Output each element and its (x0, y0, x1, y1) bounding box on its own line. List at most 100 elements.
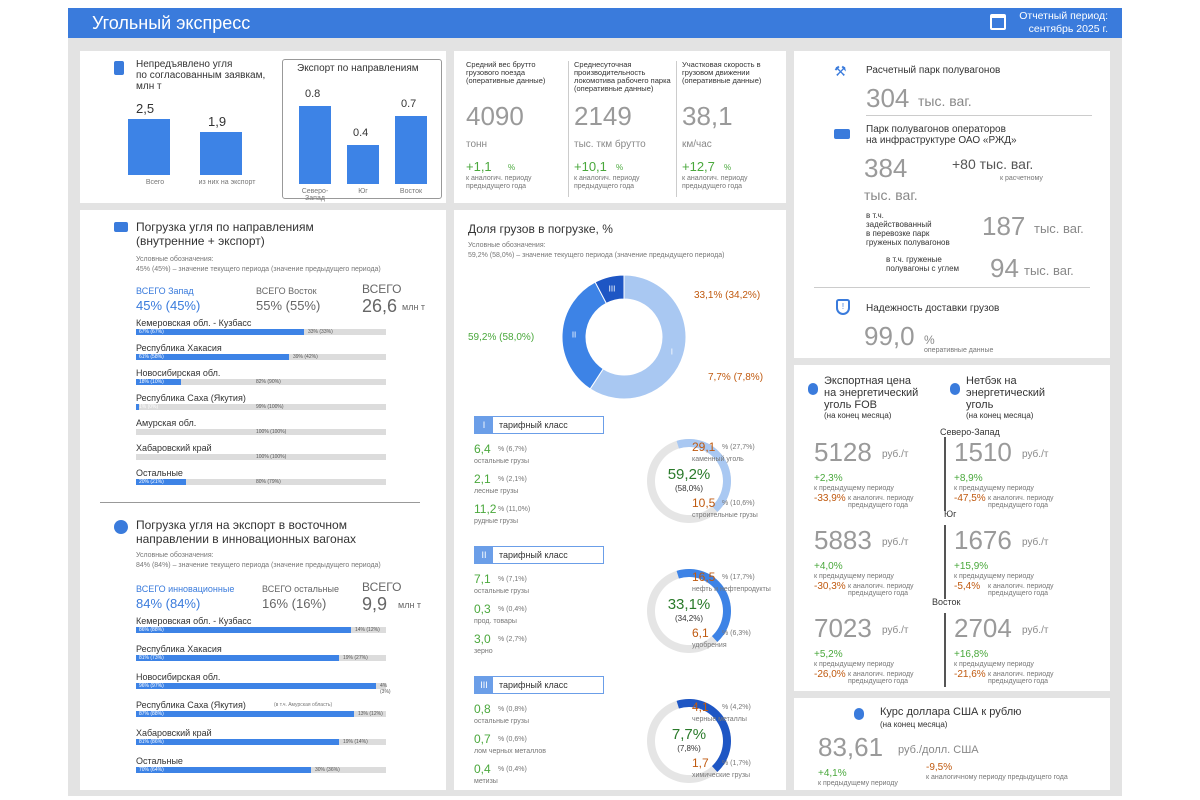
tariff-2-right-n-0: черные металлы (692, 716, 747, 723)
price-divider (944, 613, 946, 687)
tariff-2-left-p-0: % (0,8%) (498, 706, 527, 713)
row-track-5: 100% (100%) (136, 454, 386, 460)
tariff-tag-2: III тарифный класс (474, 676, 604, 694)
row-name-1: Республика Хакасия (136, 343, 222, 353)
tariff-1-right-v-1: 6,1 (692, 626, 709, 640)
share-card: Доля грузов в погрузке, % Условные обозн… (454, 210, 786, 790)
tariff-2-right-p-0: % (4,2%) (722, 704, 751, 711)
tariff-0-left-v-2: 11,2 (474, 502, 497, 516)
fob-unit-1: руб./т (882, 537, 909, 548)
row-fill-3 (136, 404, 139, 410)
page-title: Угольный экспресс (92, 13, 251, 33)
row-left-3: 1% (0%) (139, 404, 159, 410)
ops-delta-note: к расчетному (1000, 175, 1043, 182)
loaded-label: в т.ч. задействованный в перевозке парк гру… (866, 211, 950, 247)
bar-value-1: 1,9 (208, 114, 227, 129)
row-name-6: Остальные (136, 468, 183, 478)
metric-change-1: +10,1 (574, 159, 607, 174)
net-unit-0: руб./т (1022, 449, 1049, 460)
tariff-2-left-v-2: 0,4 (474, 762, 491, 776)
bar-value-0: 2,5 (136, 101, 155, 116)
export-value-2: 0.7 (401, 98, 417, 110)
tariff-2-left-v-0: 0,8 (474, 702, 491, 716)
row-name-5: Остальные (136, 756, 183, 766)
export-box: Экспорт по направлениям 0.8 Северо-Запад 0… (282, 59, 442, 202)
tariff-0-left-n-1: лесные грузы (474, 488, 519, 495)
row-right-1: 19% (27%) (343, 655, 368, 661)
export-bar-1 (347, 145, 379, 184)
tariff-num-0: I (475, 417, 493, 433)
tariff-1-left-p-2: % (2,7%) (498, 636, 527, 643)
netback-title: энергетический (966, 387, 1046, 399)
metric-value-2: 38,1 (682, 101, 733, 131)
donut-class-2: III (609, 284, 616, 293)
coins-icon (808, 383, 818, 395)
bar-label-0: Всего (145, 179, 165, 186)
document-icon (114, 61, 124, 75)
net-month-2: +16,8% (954, 649, 989, 660)
row-fill-1 (136, 354, 289, 360)
innov-total: 84% (84%) (136, 596, 201, 611)
row-track-5: 70% (64%) 30% (36%) (136, 767, 386, 773)
net-year-note-0: к аналогич. периоду предыдущего года (988, 495, 1054, 509)
tariff-num-1: II (475, 547, 493, 563)
row-extra-3: (в т.ч. Амурская область) (274, 702, 333, 708)
west-total: 45% (45%) (136, 298, 201, 313)
metric-title-2: Участковая скорость в грузовом движении … (682, 60, 762, 85)
fob-month-2: +5,2% (814, 649, 843, 660)
row-left-1: 81% (73%) (139, 655, 164, 661)
coal-unit: тыс. ваг. (1024, 263, 1074, 278)
usd-title: Курс доллара США к рублю (880, 706, 1022, 718)
tariff-2-left-n-0: остальные грузы (474, 718, 529, 725)
coins-icon (854, 708, 864, 720)
net-month-0: +8,9% (954, 473, 983, 484)
row-name-2: Новосибирская обл. (136, 368, 221, 378)
row-name-3: Республика Саха (Якутия) (136, 700, 246, 710)
wagons-card: ⚒ Расчетный парк полувагонов 304 тыс. ва… (794, 51, 1110, 358)
tariff-2-left-p-2: % (0,4%) (498, 766, 527, 773)
innov-total-tons: 9,9 (362, 594, 388, 614)
row-fill-2 (136, 379, 181, 385)
donut-class-0: I (671, 347, 673, 356)
netback-title: уголь (966, 399, 994, 411)
region-name-0: Северо-Запад (940, 427, 1000, 437)
fob-year-1: -30,3% (814, 581, 846, 592)
net-month-note-2: к предыдущему периоду (954, 661, 1034, 668)
tariff-0-right-p-1: % (10,6%) (722, 500, 755, 507)
tariff-0-right-p-0: % (27,7%) (722, 444, 755, 451)
tariff-1-right-p-1: % (6,3%) (722, 630, 751, 637)
row-name-0: Кемеровская обл. - Кузбасс (136, 318, 252, 328)
tariff-1-right-n-1: удобрения (692, 642, 727, 649)
donut-slice-0 (589, 274, 687, 400)
row-left-0: 67% (67%) (139, 329, 164, 335)
tariff-1-right-n-0: нефть и нефтепродукты (692, 586, 771, 593)
row-name-5: Хабаровский край (136, 443, 212, 453)
row-right-1: 39% (42%) (293, 354, 318, 360)
metric-pct-1: % (616, 163, 624, 172)
tariff-0-left-v-0: 6,4 (474, 442, 491, 456)
row-track-2: 96% (97%) 4% (3%) (136, 683, 391, 695)
row-fill-6 (136, 479, 186, 485)
tariff-2-left-n-2: метизы (474, 778, 498, 785)
netback-note: (на конец месяца) (966, 411, 1034, 420)
tariff-2-left-n-1: лом черных металлов (474, 748, 546, 755)
tariff-1-left-v-0: 7,1 (474, 572, 491, 586)
fleet-value: 304 (866, 83, 910, 113)
row-fill-2 (136, 683, 376, 689)
row-track-0: 67% (67%) 33% (33%) (136, 329, 386, 335)
metric-title-1: Среднесуточная производительность локомо… (574, 60, 671, 93)
row-right-3: 13% (12%) (358, 711, 383, 717)
ops-delta: +80 тыс. ваг. (952, 156, 1034, 172)
row-right-5: 100% (100%) (256, 454, 287, 460)
tariff-1-left-p-0: % (7,1%) (498, 576, 527, 583)
share-label-0: 59,2% (58,0%) (468, 332, 535, 343)
tariff-num-2: III (475, 677, 493, 693)
tariff-0-left-v-1: 2,1 (474, 472, 491, 486)
row-right-6: 80% (79%) (256, 479, 281, 485)
metric-note-2: к аналогич. периоду предыдущего года (682, 175, 748, 190)
loaded-value: 187 (982, 211, 1026, 241)
ops-value: 384 (864, 153, 908, 183)
row-fill-3 (136, 711, 354, 717)
tariff-tag-1: II тарифный класс (474, 546, 604, 564)
tariff-name-2: тарифный класс (499, 680, 568, 690)
